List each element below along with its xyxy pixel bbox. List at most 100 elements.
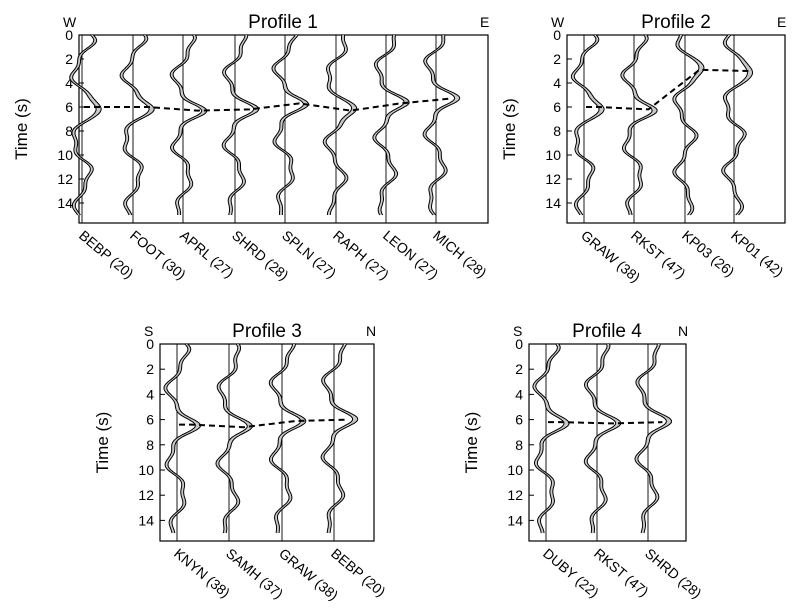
station-label: KNYN (38) [171,545,233,601]
trace-lower-bound [323,35,351,215]
trace-upper-bound [272,344,306,533]
trace-8 [423,35,460,223]
trace-upper-bound [73,35,102,215]
y-axis-label: Time (s) [500,98,519,160]
station-label: RKST (47) [591,545,652,600]
y-tick-label: 8 [515,437,523,453]
trace-lower-bound [423,35,455,215]
trace-lower-bound [571,35,599,215]
y-tick-label: 6 [146,412,154,428]
trace-lower-bound [635,344,666,533]
trace-1 [164,344,201,541]
plot-frame [160,344,374,541]
y-tick-label: 2 [65,51,73,67]
plot-frame [529,344,686,541]
y-axis-label: Time (s) [462,412,481,474]
trace-uncertainty-band [70,35,102,215]
profile-title: Profile 4 [572,321,642,342]
trace-lower-bound [120,35,149,215]
station-label: SAMH (37) [223,545,286,602]
trace-upper-bound [376,35,409,215]
y-tick-label: 12 [138,487,154,503]
y-tick-label: 6 [515,412,523,428]
y-tick-label: 4 [553,75,561,91]
y-tick-label: 14 [57,195,73,211]
profile-4: Profile 4 S N Time (s) 0 2 4 6 8 10 12 14 DUBY (22)R… [462,321,705,601]
trace-uncertainty-band [571,35,604,215]
y-tick-label: 10 [138,462,154,478]
plot-frame [567,35,785,223]
trace-3 [269,344,306,541]
trace-lower-bound [222,35,253,215]
trace-2 [216,344,252,541]
y-tick-label: 0 [553,27,561,43]
y-tick-label: 2 [553,51,561,67]
profile-title: Profile 1 [248,12,318,33]
arrival-pick-dashed-line [586,70,748,110]
trace-1 [533,344,569,541]
trace-3 [673,35,704,223]
trace-lower-bound [621,35,652,215]
station-label: BEBP (20) [76,227,137,282]
trace-3 [635,344,672,541]
station-label: KP01 (42) [728,227,787,280]
profile-title: Profile 3 [232,321,302,342]
trace-4 [222,35,259,223]
profile-title: Profile 2 [641,12,711,33]
trace-4 [321,344,358,541]
y-tick-label: 4 [146,386,154,402]
y-tick-label: 10 [545,147,561,163]
right-direction-label: E [480,14,489,30]
y-tick-label: 6 [553,99,561,115]
trace-2 [584,344,621,541]
y-tick-label: 6 [65,99,73,115]
trace-6 [323,35,357,223]
arrival-pick-dashed-line [179,420,348,428]
trace-upper-bound [725,35,753,215]
trace-7 [373,35,409,223]
y-tick-label: 2 [146,361,154,377]
y-tick-label: 14 [507,512,523,528]
station-label: DUBY (22) [540,545,602,601]
trace-4 [722,35,753,223]
trace-lower-bound [269,344,300,533]
trace-2 [621,35,657,223]
y-axis-label: Time (s) [12,98,31,160]
station-label: KP03 (26) [679,227,738,280]
y-tick-label: 10 [507,462,523,478]
trace-uncertainty-band [120,35,154,215]
right-direction-label: N [678,323,688,339]
y-tick-label: 2 [515,361,523,377]
y-tick-label: 0 [515,336,523,352]
trace-lower-bound [272,35,303,215]
station-label: SHRD (28) [642,545,705,601]
trace-uncertainty-band [222,35,259,215]
y-tick-label: 12 [545,171,561,187]
trace-uncertainty-band [321,344,358,533]
right-direction-label: N [366,323,376,339]
trace-upper-bound [225,35,259,215]
profile-3: Profile 3 S N Time (s) 0 2 4 6 8 10 12 14 KNYN (38)S… [93,321,389,603]
trace-1 [571,35,604,223]
trace-3 [170,35,207,223]
trace-2 [120,35,154,223]
y-tick-label: 12 [57,171,73,187]
y-tick-label: 0 [65,27,73,43]
y-tick-label: 14 [545,195,561,211]
y-tick-label: 12 [507,487,523,503]
y-axis-label: Time (s) [93,412,112,474]
y-tick-label: 4 [515,386,523,402]
profile-1: Profile 1W ETime (s)02468101214BEBP (20)F… [12,12,490,283]
trace-lower-bound [70,35,96,215]
y-tick-label: 0 [146,336,154,352]
y-tick-label: 8 [146,437,154,453]
y-tick-label: 14 [138,512,154,528]
y-tick-label: 10 [57,147,73,163]
right-direction-label: E [777,14,786,30]
y-tick-label: 8 [553,123,561,139]
trace-1 [70,35,102,223]
trace-5 [272,35,309,223]
trace-upper-bound [638,344,672,533]
